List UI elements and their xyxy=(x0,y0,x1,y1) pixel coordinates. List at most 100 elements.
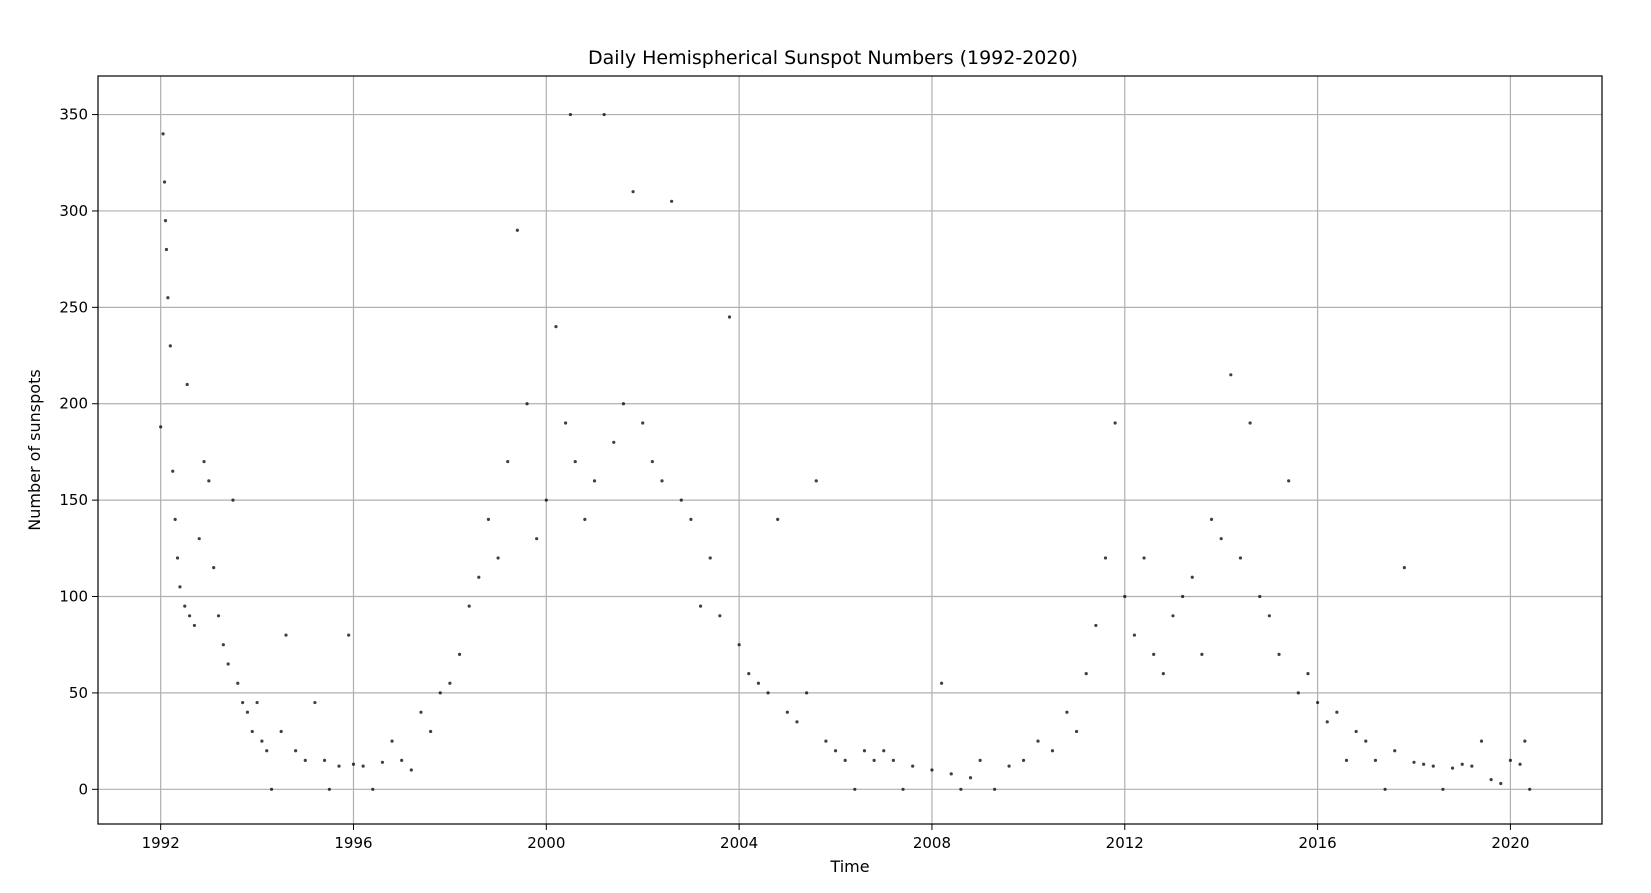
data-point xyxy=(477,575,481,579)
data-point xyxy=(650,459,654,464)
data-point xyxy=(1084,672,1088,676)
data-point xyxy=(785,710,789,714)
data-point xyxy=(1267,614,1271,618)
data-point xyxy=(187,614,192,618)
data-point xyxy=(202,459,206,464)
data-point xyxy=(1277,652,1281,656)
data-point xyxy=(1258,594,1262,599)
data-point xyxy=(1344,758,1349,762)
data-point xyxy=(207,479,211,483)
y-tick-label: 0 xyxy=(78,780,88,798)
data-point xyxy=(1229,373,1233,377)
data-point xyxy=(573,459,577,464)
data-point xyxy=(1383,787,1387,791)
data-point xyxy=(429,729,433,734)
data-point xyxy=(284,633,288,637)
data-point xyxy=(1335,710,1339,714)
data-point xyxy=(1132,633,1137,637)
data-point xyxy=(1354,729,1358,734)
data-point xyxy=(327,787,331,791)
data-point xyxy=(670,199,674,203)
data-points xyxy=(159,112,1532,791)
data-point xyxy=(1021,758,1026,762)
data-point xyxy=(515,228,519,232)
data-point xyxy=(756,681,761,685)
x-tick-label: 2020 xyxy=(1491,834,1529,852)
data-point xyxy=(583,517,587,522)
data-point xyxy=(612,440,616,444)
data-point xyxy=(1523,739,1527,743)
data-point xyxy=(496,556,500,560)
data-point xyxy=(185,382,189,387)
data-point xyxy=(689,517,693,522)
y-axis-ticks: 0 50 100 150 200 250 300 350 xyxy=(59,106,98,798)
data-point xyxy=(1113,421,1117,425)
data-point xyxy=(347,633,351,637)
data-point xyxy=(1050,749,1055,753)
x-tick-label: 1992 xyxy=(142,834,180,852)
data-point xyxy=(231,498,235,502)
data-point xyxy=(1450,766,1455,770)
y-tick-label: 300 xyxy=(59,202,88,220)
data-point xyxy=(641,421,645,425)
x-tick-label: 2008 xyxy=(913,834,951,852)
data-point xyxy=(380,760,385,764)
data-point xyxy=(175,556,180,560)
data-point xyxy=(1036,739,1040,743)
data-point xyxy=(400,758,404,762)
data-point xyxy=(212,566,216,570)
data-point xyxy=(805,691,809,695)
data-point xyxy=(1441,787,1445,791)
data-point xyxy=(197,537,201,541)
data-point xyxy=(351,762,356,766)
data-point xyxy=(968,776,973,780)
x-axis-ticks: 1992 1996 2000 2004 2008 2012 2016 2020 xyxy=(142,824,1530,852)
data-point xyxy=(698,604,703,608)
data-point xyxy=(1479,739,1484,743)
data-point xyxy=(486,517,491,522)
data-point xyxy=(1528,787,1532,791)
x-tick-label: 2012 xyxy=(1106,834,1144,852)
data-point xyxy=(1007,764,1011,768)
data-point xyxy=(163,218,168,223)
x-tick-label: 2000 xyxy=(527,834,565,852)
data-point xyxy=(544,498,548,502)
data-point xyxy=(747,672,751,676)
data-point xyxy=(1161,672,1165,676)
grid xyxy=(98,76,1602,824)
data-point xyxy=(1219,537,1223,541)
plot-area-frame xyxy=(97,75,1603,825)
data-point xyxy=(168,344,172,348)
data-point xyxy=(1431,764,1435,768)
data-point xyxy=(164,247,169,252)
data-point xyxy=(525,402,529,406)
data-point xyxy=(183,604,187,608)
data-point xyxy=(294,749,298,753)
data-point xyxy=(930,768,934,772)
data-point xyxy=(265,749,269,753)
data-point xyxy=(737,643,741,647)
data-point xyxy=(1181,594,1185,599)
data-point xyxy=(467,604,471,608)
data-point xyxy=(1094,623,1098,628)
data-point xyxy=(901,787,905,791)
data-point xyxy=(279,729,283,734)
data-point xyxy=(1402,566,1406,570)
data-point xyxy=(1364,739,1368,743)
data-point xyxy=(1171,614,1175,618)
data-point xyxy=(853,787,857,791)
data-point xyxy=(949,772,953,776)
chart-title: Daily Hemispherical Sunspot Numbers (199… xyxy=(588,47,1078,69)
data-point xyxy=(776,517,780,522)
data-point xyxy=(1103,556,1108,560)
data-point xyxy=(166,296,170,300)
y-tick-label: 200 xyxy=(59,395,88,413)
data-point xyxy=(1248,421,1252,425)
data-point xyxy=(911,764,915,768)
y-tick-label: 350 xyxy=(59,106,88,124)
data-point xyxy=(660,479,664,483)
data-point xyxy=(1412,760,1416,764)
data-point xyxy=(1200,652,1204,656)
data-point xyxy=(939,681,944,685)
data-point xyxy=(236,681,240,685)
